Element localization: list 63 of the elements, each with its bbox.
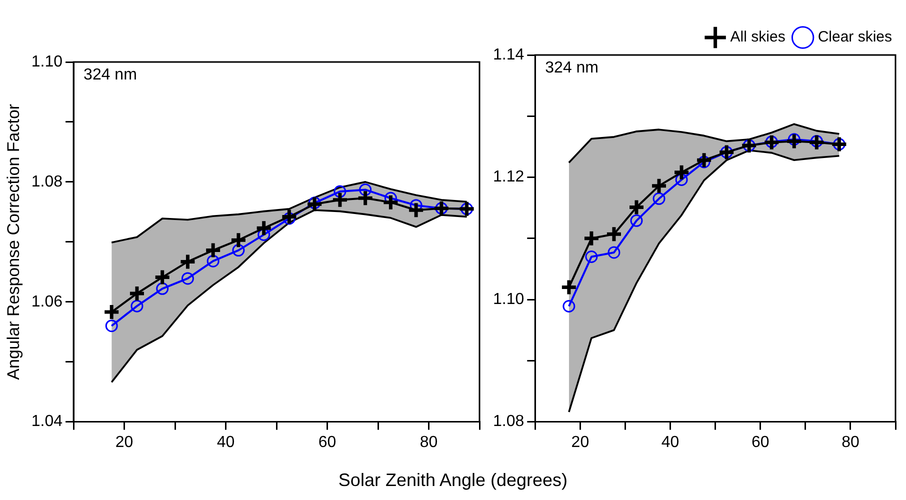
legend-label: Clear skies bbox=[818, 28, 892, 46]
y-tick-label: 1.12 bbox=[493, 168, 524, 186]
point bbox=[206, 254, 220, 268]
point bbox=[334, 185, 346, 198]
point bbox=[407, 201, 425, 219]
point bbox=[154, 268, 172, 286]
y-tick-label: 1.14 bbox=[493, 46, 524, 64]
point bbox=[785, 132, 803, 150]
point bbox=[105, 320, 118, 332]
point bbox=[156, 282, 169, 295]
point bbox=[810, 134, 823, 148]
x-axis-title: Solar Zenith Angle (degrees) bbox=[337, 470, 569, 491]
point bbox=[181, 272, 194, 285]
point bbox=[582, 230, 600, 248]
x-tick-label: 80 bbox=[420, 434, 438, 451]
y-tick-label: 1.10 bbox=[31, 53, 63, 70]
point bbox=[695, 151, 713, 169]
point bbox=[608, 246, 620, 259]
point bbox=[762, 134, 780, 152]
point bbox=[356, 189, 374, 207]
point bbox=[230, 231, 248, 249]
point bbox=[128, 284, 146, 302]
point bbox=[178, 252, 196, 270]
x-tick-label: 20 bbox=[115, 434, 134, 451]
point bbox=[130, 300, 144, 312]
y-tick-label: 1.08 bbox=[31, 173, 63, 190]
point bbox=[306, 195, 324, 213]
x-tick-label: 60 bbox=[318, 434, 336, 451]
legend-label: All skies bbox=[730, 28, 786, 46]
chart-subtitle: 324 nm bbox=[545, 59, 599, 76]
point bbox=[605, 225, 623, 243]
point bbox=[359, 183, 372, 196]
x-tick-label: 20 bbox=[571, 434, 590, 451]
point bbox=[652, 192, 666, 205]
y-tick-label: 1.06 bbox=[31, 293, 63, 310]
y-tick-label: 1.08 bbox=[493, 413, 524, 430]
point bbox=[331, 191, 349, 209]
x-tick-label: 80 bbox=[842, 434, 860, 451]
point bbox=[628, 198, 646, 216]
x-tick-label: 40 bbox=[661, 434, 680, 451]
x-tick-label: 60 bbox=[751, 434, 770, 451]
y-tick-label: 1.10 bbox=[493, 290, 524, 308]
point bbox=[808, 134, 826, 152]
x-tick-label: 40 bbox=[216, 434, 235, 451]
chart-subtitle: 324 nm bbox=[84, 66, 137, 84]
point bbox=[560, 278, 578, 296]
point bbox=[672, 164, 690, 182]
point bbox=[102, 303, 120, 321]
point bbox=[280, 208, 298, 226]
point bbox=[788, 133, 800, 146]
y-tick-label: 1.04 bbox=[31, 413, 63, 430]
point bbox=[630, 214, 643, 227]
y-axis-title: Angular Response Correction Factor bbox=[4, 104, 23, 380]
point bbox=[382, 194, 400, 212]
point bbox=[562, 300, 576, 313]
point bbox=[232, 244, 245, 257]
point bbox=[765, 136, 778, 148]
point bbox=[675, 173, 688, 186]
point bbox=[258, 228, 270, 241]
point bbox=[650, 177, 668, 195]
point bbox=[585, 250, 598, 263]
point bbox=[255, 219, 273, 237]
point bbox=[204, 242, 222, 260]
